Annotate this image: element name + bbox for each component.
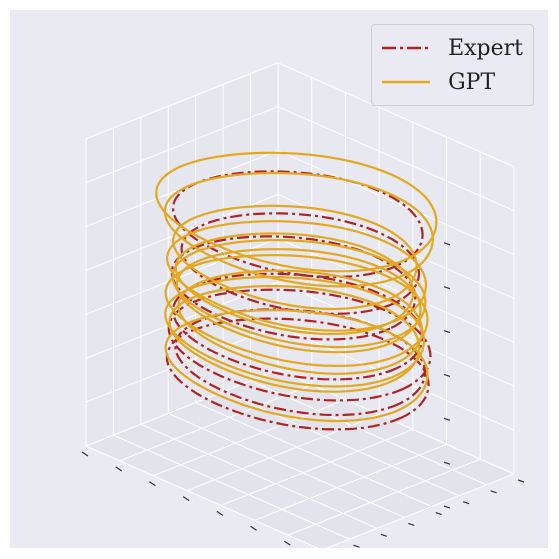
series-gpt-loop (163, 171, 434, 288)
series-gpt-loop (177, 269, 424, 375)
tick-z (443, 330, 451, 334)
gridline-right-horizontal (277, 106, 515, 212)
series-gpt-loop (155, 151, 438, 273)
gridline-floor-x (186, 414, 380, 492)
tick-x (149, 481, 156, 487)
series-gpt-loop (164, 309, 429, 423)
tick-x (216, 510, 224, 516)
series-gpt-loop (164, 275, 426, 388)
series-gpt-loop (168, 284, 421, 393)
gridline-floor-x (119, 384, 312, 462)
tick-y (490, 490, 497, 494)
legend-label-expert: Expert (448, 35, 523, 61)
gridline-floor-y (113, 434, 350, 540)
legend-item-expert: Expert (380, 31, 523, 65)
gridline-floor-y (168, 412, 405, 518)
tick-z (443, 286, 451, 290)
gridline-floor-y (195, 402, 432, 508)
gridline-right-horizontal (277, 281, 515, 387)
tick-y (435, 512, 442, 516)
legend: Expert GPT (371, 24, 534, 106)
tick-x (283, 540, 291, 546)
gridline-left-horizontal (85, 325, 279, 403)
series-expert-loop (171, 272, 424, 381)
series-gpt-loop (164, 253, 429, 368)
tick-x (115, 466, 123, 472)
tick-z (443, 461, 451, 465)
series-gpt-loop (171, 239, 427, 349)
gridline-left-horizontal (85, 369, 279, 447)
tick-y (462, 501, 470, 505)
gridline-left-horizontal (85, 106, 279, 184)
gridline-floor-y (250, 380, 487, 486)
gridline-right-horizontal (277, 150, 515, 256)
gridline-right-horizontal (277, 62, 515, 168)
gridline-floor-x (254, 443, 447, 521)
series-gpt (155, 151, 438, 423)
tick-y (353, 544, 360, 548)
series-gpt-loop (166, 220, 428, 332)
tick-y (380, 533, 388, 537)
tick-z (443, 373, 451, 378)
pane-floor (86, 370, 514, 548)
tick-y (517, 479, 525, 483)
series-expert-loop (180, 212, 421, 315)
series-expert-loop (165, 317, 430, 431)
legend-swatch-expert (380, 41, 432, 55)
tick-x (81, 451, 89, 457)
tick-z (443, 242, 451, 246)
gridline-floor-y (140, 423, 378, 529)
tick-x (182, 496, 190, 502)
gridline-floor-x (288, 458, 481, 536)
legend-item-gpt: GPT (380, 65, 523, 99)
gridline-left-horizontal (85, 62, 279, 140)
gridline-floor-x (220, 428, 414, 506)
gridline-floor-x (153, 399, 346, 477)
series-gpt-loop (171, 204, 418, 311)
legend-label-gpt: GPT (448, 69, 496, 95)
tick-z (443, 417, 451, 421)
tick-x (250, 525, 257, 531)
gridline-floor-y (222, 391, 460, 497)
legend-swatch-gpt (380, 75, 432, 89)
series-expert-loop (170, 235, 417, 341)
gridline-floor-x (325, 473, 515, 548)
series-gpt-loop (174, 232, 415, 336)
tick-z (443, 505, 451, 509)
gridline-floor-y (85, 445, 319, 548)
plot-panel: Expert GPT (10, 10, 548, 548)
chart-3d-axes (81, 62, 525, 548)
gridline-right-horizontal (277, 369, 515, 475)
tick-y (408, 522, 415, 526)
gridline-right-horizontal (277, 237, 515, 343)
